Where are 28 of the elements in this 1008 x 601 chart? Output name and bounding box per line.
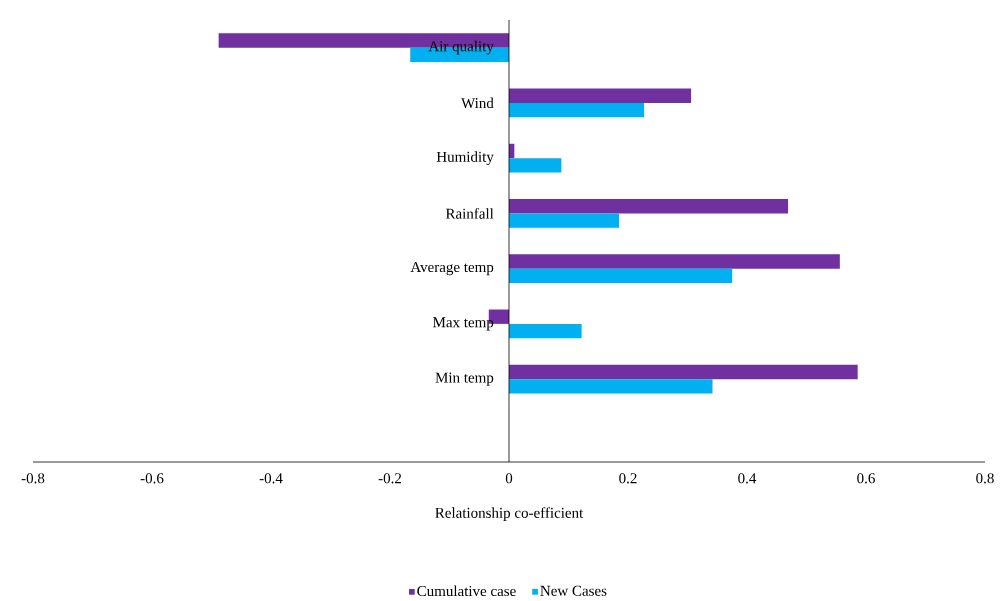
bar xyxy=(509,88,692,103)
bar xyxy=(509,323,582,339)
bar xyxy=(509,268,733,283)
y-tick-label: Min temp xyxy=(435,372,494,386)
y-tick-label: Rainfall xyxy=(445,208,494,219)
bar xyxy=(509,379,713,394)
bar xyxy=(509,102,645,118)
x-tick-label: 0 xyxy=(505,473,513,484)
y-tick-label: Max temp xyxy=(433,317,494,331)
x-axis-title: Relationship co-efficient xyxy=(435,507,584,521)
legend-label: New Cases xyxy=(540,585,607,596)
y-tick-label: Average temp xyxy=(410,262,494,276)
bar xyxy=(509,254,840,269)
bar xyxy=(509,199,789,214)
x-tick-label: -0.8 xyxy=(21,473,45,484)
bar xyxy=(509,364,858,380)
x-tick-label: -0.4 xyxy=(259,473,283,484)
x-tick-label: 0.2 xyxy=(619,473,637,484)
x-tick-label: 0.6 xyxy=(857,473,875,484)
x-tick-label: -0.6 xyxy=(140,473,164,484)
bar xyxy=(509,213,620,228)
bar xyxy=(509,158,562,173)
y-tick-label: Humidity xyxy=(436,151,494,165)
y-tick-label: Wind xyxy=(461,97,494,109)
x-tick-label: 0.8 xyxy=(976,473,994,484)
x-tick-label: 0.4 xyxy=(738,473,757,484)
legend-label: Cumulative case xyxy=(417,585,516,597)
x-tick-label: -0.2 xyxy=(378,473,402,484)
